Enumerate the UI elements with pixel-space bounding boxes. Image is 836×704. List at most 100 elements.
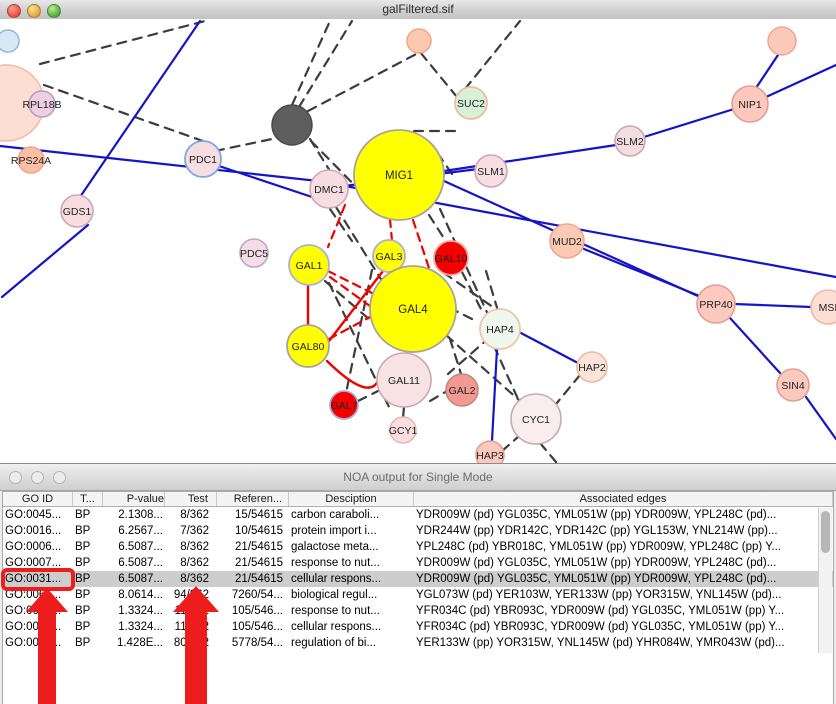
network-node[interactable] <box>510 393 562 445</box>
cell-reference: 21/54615 <box>235 557 283 569</box>
network-node[interactable] <box>731 85 769 123</box>
network-node[interactable] <box>406 28 432 54</box>
node-label: GDS1 <box>63 206 92 218</box>
cell-description: biological regul... <box>291 589 378 601</box>
node-label: HAP3 <box>476 450 504 462</box>
cell-test: 80/362 <box>173 637 209 649</box>
cell-test: 11/362 <box>174 621 209 633</box>
cell-p-value: 6.2567... <box>118 525 163 537</box>
noa-close-button[interactable] <box>9 471 22 484</box>
cell-p-value: 1.428E... <box>116 637 163 649</box>
node-label: SLM2 <box>616 136 644 148</box>
network-node[interactable] <box>445 373 479 407</box>
minimize-button[interactable] <box>27 4 41 18</box>
network-node[interactable] <box>576 351 608 383</box>
network-node[interactable] <box>286 324 330 368</box>
cell-go-id: GO:0045... <box>5 509 62 521</box>
network-node[interactable] <box>389 416 417 444</box>
cell-p-value: 1.3324... <box>118 621 163 633</box>
network-node[interactable] <box>810 289 836 325</box>
network-view-window: galFiltered.sif <box>0 0 836 463</box>
node-label: RPS24A <box>11 155 51 167</box>
cell-type: BP <box>75 541 91 553</box>
cell-type: BP <box>75 605 91 617</box>
window-titlebar[interactable]: galFiltered.sif <box>0 0 836 20</box>
cell-associated-edges: YDR009W (pd) YGL035C, YML051W (pp) YDR00… <box>416 557 777 569</box>
cell-description: cellular respons... <box>291 573 382 585</box>
network-node[interactable] <box>288 244 330 286</box>
cell-test: 11/362 <box>174 605 209 617</box>
column-header-go-id[interactable]: GO ID <box>3 492 73 506</box>
cell-p-value: 6.5087... <box>118 541 163 553</box>
table-row[interactable]: GO:0065... BP 8.0614... 94/362 7260/54... bio… <box>3 587 833 603</box>
network-node[interactable] <box>475 440 505 463</box>
cell-description: galactose meta... <box>291 541 379 553</box>
network-node[interactable] <box>696 284 736 324</box>
table-scrollbar[interactable] <box>818 508 832 653</box>
network-node[interactable] <box>776 368 810 402</box>
node-label: MUD2 <box>552 236 582 248</box>
node-label: GAL10 <box>435 253 468 265</box>
table-row[interactable]: GO:0050... BP 1.428E... 80/362 5778/54... reg… <box>3 635 833 651</box>
noa-results-table[interactable]: GO ID T... P-value Test Referen... Desci… <box>2 491 834 704</box>
window-traffic-lights <box>7 4 61 18</box>
table-row[interactable]: GO:0031... BP 6.5087... 8/362 21/54615 cellul… <box>3 571 833 587</box>
cell-reference: 7260/54... <box>231 589 283 601</box>
network-node[interactable] <box>479 308 521 350</box>
column-header-description[interactable]: Desciption <box>289 492 414 506</box>
network-node[interactable] <box>549 223 585 259</box>
window-title: galFiltered.sif <box>382 2 454 16</box>
network-node[interactable] <box>372 239 406 273</box>
network-node[interactable] <box>614 125 646 157</box>
node-label: GAL80 <box>292 341 325 353</box>
cell-test: 94/362 <box>173 589 209 601</box>
network-node[interactable] <box>329 390 359 420</box>
table-row[interactable]: GO:0031... BP 1.3324... 11/362 105/546... res… <box>3 603 833 619</box>
cell-test: 7/362 <box>180 525 209 537</box>
cell-reference: 21/54615 <box>235 573 283 585</box>
network-node[interactable] <box>309 169 349 209</box>
network-node[interactable] <box>454 86 488 120</box>
cell-type: BP <box>75 621 91 633</box>
column-header-associated-edges[interactable]: Associated edges <box>414 492 833 506</box>
table-row[interactable]: GO:0031... BP 1.3324... 11/362 105/546... cel… <box>3 619 833 635</box>
cell-go-id: GO:0031... <box>5 605 62 617</box>
table-row[interactable]: GO:0007... BP 6.5087... 8/362 21/54615 respon… <box>3 555 833 571</box>
network-node[interactable] <box>184 140 222 178</box>
network-node[interactable] <box>271 104 313 146</box>
column-header-p-value[interactable]: P-value <box>103 492 165 506</box>
node-label: CYC1 <box>522 414 550 426</box>
network-node[interactable] <box>353 129 445 221</box>
close-button[interactable] <box>7 4 21 18</box>
network-node[interactable] <box>28 90 56 118</box>
network-canvas[interactable]: RPL18B RPS24A GDS1 PDC1 PDC5 DMC1 MIG1 S… <box>0 19 836 463</box>
cell-associated-edges: YPL248C (pd) YBR018C, YML051W (pp) YDR00… <box>416 541 782 553</box>
network-node[interactable] <box>369 265 457 353</box>
cell-reference: 21/54615 <box>235 541 283 553</box>
network-node[interactable] <box>474 154 508 188</box>
noa-minimize-button[interactable] <box>31 471 44 484</box>
edges-layer <box>0 19 836 463</box>
table-row[interactable]: GO:0016... BP 6.2567... 7/362 10/54615 protei… <box>3 523 833 539</box>
column-header-type[interactable]: T... <box>73 492 103 506</box>
network-node[interactable] <box>239 238 269 268</box>
table-row[interactable]: GO:0045... BP 2.1308... 8/362 15/54615 carbon… <box>3 507 833 523</box>
network-node[interactable] <box>60 194 94 228</box>
network-node[interactable] <box>17 146 45 174</box>
cell-go-id: GO:0016... <box>5 525 62 537</box>
scrollbar-thumb[interactable] <box>821 511 830 553</box>
table-row[interactable]: GO:0006... BP 6.5087... 8/362 21/54615 galact… <box>3 539 833 555</box>
cell-description: response to nut... <box>291 557 380 569</box>
noa-titlebar[interactable]: NOA output for Single Mode <box>0 464 836 491</box>
network-node[interactable] <box>767 26 797 56</box>
cell-associated-edges: YDR009W (pd) YGL035C, YML051W (pp) YDR00… <box>416 573 777 585</box>
network-node[interactable] <box>0 29 20 53</box>
network-node[interactable] <box>376 352 432 408</box>
node-label: PRP40 <box>699 299 732 311</box>
network-node[interactable] <box>433 240 469 276</box>
noa-zoom-button[interactable] <box>53 471 66 484</box>
zoom-button[interactable] <box>47 4 61 18</box>
cell-description: response to nut... <box>291 605 380 617</box>
column-header-reference[interactable]: Referen... <box>217 492 289 506</box>
column-header-test[interactable]: Test <box>165 492 217 506</box>
